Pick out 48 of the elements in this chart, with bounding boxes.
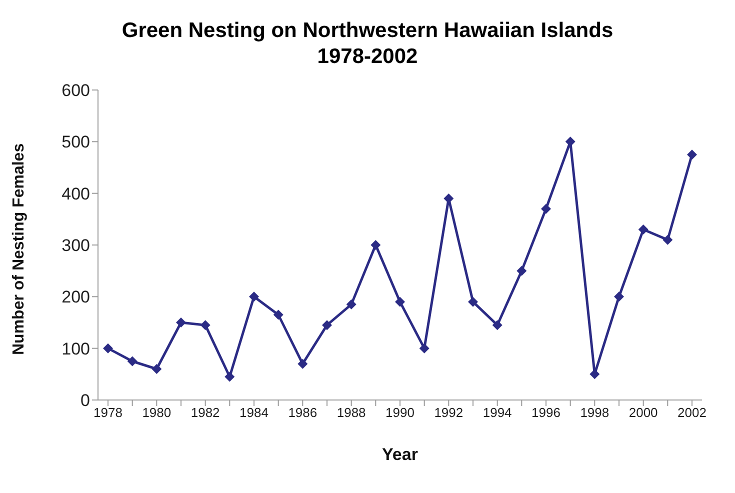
point [346, 299, 356, 310]
x-tick-label: 1988 [336, 405, 366, 420]
point [662, 234, 673, 245]
point [224, 372, 235, 382]
point [370, 240, 381, 250]
point [298, 358, 308, 369]
point [322, 320, 332, 330]
point [103, 343, 113, 354]
point [492, 320, 502, 330]
point [638, 224, 648, 234]
x-tick-label: 1998 [580, 405, 610, 420]
x-tick-label: 1982 [190, 405, 220, 420]
x-tick-label: 1980 [142, 405, 172, 420]
point [273, 310, 284, 320]
x-tick-label: 1992 [434, 405, 464, 420]
y-axis-title: Number of Nesting Females [10, 143, 28, 355]
point [395, 296, 405, 307]
y-tick-label: 100 [62, 339, 90, 358]
y-tick-label: 400 [62, 184, 90, 204]
chart-title: Green Nesting on Northwestern Hawaiian Islands 1978-2002 [120, 18, 614, 70]
x-tick-label: 1996 [532, 405, 560, 420]
x-tick-label: 2000 [628, 405, 658, 420]
point [687, 150, 697, 160]
x-tick-label: 2002 [678, 405, 706, 420]
y-tick-label: 0 [80, 391, 90, 410]
point [444, 194, 454, 204]
point [516, 266, 527, 276]
point [590, 369, 600, 380]
point [249, 292, 259, 302]
point [565, 136, 576, 147]
point [614, 292, 624, 302]
y-tick-label: 300 [62, 236, 90, 256]
y-tick-label: 200 [62, 288, 90, 307]
point [127, 356, 138, 366]
point [468, 296, 478, 307]
point [419, 343, 430, 354]
x-axis-title: Year [382, 445, 418, 464]
point [541, 204, 551, 214]
x-tick-label: 1984 [240, 405, 268, 420]
x-tick-label: 1978 [94, 405, 122, 420]
point [200, 320, 210, 330]
x-tick-label: 1994 [482, 405, 512, 420]
x-tick-label: 1986 [288, 405, 318, 420]
point [152, 364, 162, 374]
point [176, 318, 186, 328]
x-tick-label: 1990 [386, 405, 414, 420]
y-tick-label: 500 [62, 132, 90, 152]
y-tick-label: 600 [62, 81, 90, 100]
